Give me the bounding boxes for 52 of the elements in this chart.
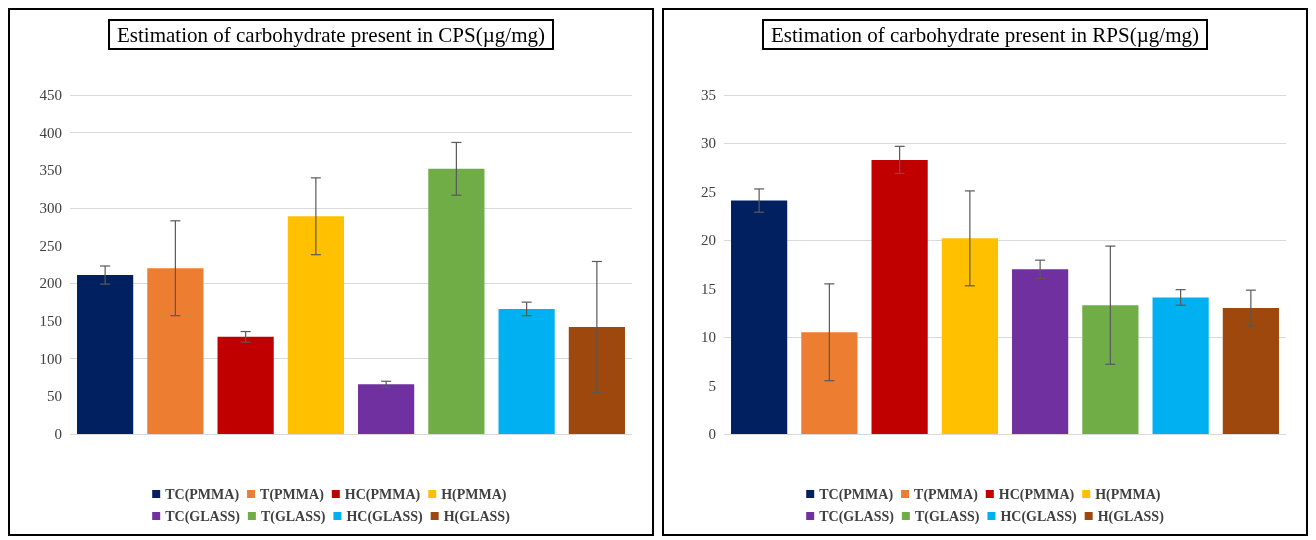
bar [801,332,858,434]
legend-label: HC(GLASS) [346,508,424,525]
y-tick-label: 15 [701,280,716,297]
bar [77,275,134,434]
y-tick-label: 50 [47,388,62,405]
legend-label: H(PMMA) [1095,486,1161,503]
legend-label: TC(GLASS) [165,508,241,525]
chart-title: Estimation of carbohydrate present in RPS(µg/mg) [771,22,1199,47]
bar [941,238,998,434]
bar [1222,308,1279,434]
y-tick-label: 450 [39,87,62,103]
bar [1082,305,1139,434]
legend-label: H(PMMA) [441,486,507,503]
bar [568,327,625,434]
y-tick-label: 0 [708,426,716,442]
legend-label: H(GLASS) [443,508,511,525]
y-tick-label: 150 [39,313,62,329]
legend-label: TC(PMMA) [165,486,240,503]
y-tick-label: 300 [39,200,62,216]
y-tick-label: 100 [39,350,62,367]
legend-label: TC(GLASS) [819,508,895,525]
y-tick-label: 20 [701,232,716,249]
y-tick-label: 350 [39,162,62,179]
bar [147,268,204,434]
legend-label: T(PMMA) [260,486,325,503]
y-tick-label: 5 [708,377,716,394]
legend-label: HC(GLASS) [1000,508,1078,525]
bar [287,216,344,434]
chart-title: Estimation of carbohydrate present in CPS(µg/mg) [117,22,545,47]
y-tick-label: 200 [39,275,62,292]
bar [358,384,415,434]
bar [428,168,485,434]
y-tick-label: 35 [701,87,716,103]
bar [217,336,274,434]
y-tick-label: 30 [701,135,716,152]
legend-label: HC(PMMA) [998,486,1075,503]
y-tick-label: 10 [701,329,716,346]
legend-label: TC(PMMA) [819,486,894,503]
bar [1152,297,1209,434]
bar [498,308,555,434]
legend-label: T(GLASS) [914,508,980,525]
bar [871,159,928,434]
bar [731,200,788,434]
y-tick-label: 0 [54,426,62,442]
legend-label: H(GLASS) [1097,508,1165,525]
legend-label: HC(PMMA) [344,486,421,503]
bar [1012,269,1069,434]
legend-label: T(GLASS) [260,508,326,525]
y-tick-label: 25 [701,183,716,200]
legend-label: T(PMMA) [914,486,979,503]
y-tick-label: 400 [39,124,62,141]
y-tick-label: 250 [39,237,62,254]
